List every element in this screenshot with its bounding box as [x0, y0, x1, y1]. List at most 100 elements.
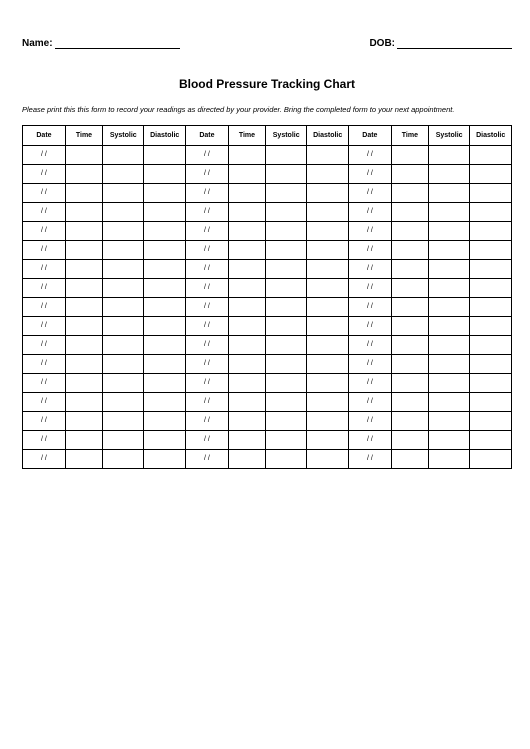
table-cell[interactable] [228, 411, 265, 430]
table-cell[interactable] [470, 449, 512, 468]
table-cell[interactable] [428, 278, 469, 297]
table-cell[interactable] [470, 316, 512, 335]
table-cell[interactable] [470, 240, 512, 259]
table-cell[interactable] [265, 278, 306, 297]
table-cell[interactable] [65, 183, 102, 202]
table-cell[interactable]: / / [23, 354, 66, 373]
table-cell[interactable] [265, 373, 306, 392]
table-cell[interactable] [144, 202, 185, 221]
table-cell[interactable] [265, 259, 306, 278]
table-cell[interactable] [144, 240, 185, 259]
table-cell[interactable] [307, 221, 348, 240]
table-cell[interactable]: / / [348, 335, 391, 354]
table-cell[interactable]: / / [185, 183, 228, 202]
table-cell[interactable]: / / [348, 183, 391, 202]
table-cell[interactable] [391, 202, 428, 221]
table-cell[interactable] [428, 411, 469, 430]
table-cell[interactable] [428, 240, 469, 259]
table-cell[interactable]: / / [348, 373, 391, 392]
table-cell[interactable] [307, 278, 348, 297]
table-cell[interactable]: / / [185, 221, 228, 240]
table-cell[interactable]: / / [185, 316, 228, 335]
table-cell[interactable] [65, 354, 102, 373]
table-cell[interactable] [470, 373, 512, 392]
table-cell[interactable] [428, 316, 469, 335]
table-cell[interactable] [144, 430, 185, 449]
table-cell[interactable] [228, 259, 265, 278]
table-cell[interactable] [391, 449, 428, 468]
table-cell[interactable] [391, 278, 428, 297]
table-cell[interactable] [65, 335, 102, 354]
table-cell[interactable] [265, 145, 306, 164]
table-cell[interactable] [391, 297, 428, 316]
table-cell[interactable]: / / [185, 449, 228, 468]
name-input-line[interactable] [55, 48, 180, 49]
table-cell[interactable]: / / [23, 145, 66, 164]
table-cell[interactable] [65, 259, 102, 278]
table-cell[interactable]: / / [23, 202, 66, 221]
table-cell[interactable] [391, 373, 428, 392]
table-cell[interactable] [307, 392, 348, 411]
table-cell[interactable] [144, 164, 185, 183]
table-cell[interactable]: / / [348, 354, 391, 373]
table-cell[interactable] [428, 354, 469, 373]
table-cell[interactable]: / / [23, 297, 66, 316]
table-cell[interactable]: / / [185, 392, 228, 411]
table-cell[interactable] [103, 202, 144, 221]
table-cell[interactable] [144, 316, 185, 335]
table-cell[interactable] [428, 392, 469, 411]
table-cell[interactable] [470, 202, 512, 221]
table-cell[interactable] [265, 316, 306, 335]
table-cell[interactable]: / / [348, 164, 391, 183]
table-cell[interactable] [470, 297, 512, 316]
table-cell[interactable]: / / [185, 240, 228, 259]
table-cell[interactable] [65, 297, 102, 316]
table-cell[interactable] [103, 392, 144, 411]
table-cell[interactable] [228, 297, 265, 316]
table-cell[interactable]: / / [348, 392, 391, 411]
table-cell[interactable] [391, 145, 428, 164]
table-cell[interactable] [103, 411, 144, 430]
table-cell[interactable]: / / [185, 259, 228, 278]
table-cell[interactable] [470, 335, 512, 354]
table-cell[interactable] [144, 259, 185, 278]
table-cell[interactable] [428, 202, 469, 221]
table-cell[interactable] [228, 354, 265, 373]
table-cell[interactable] [265, 392, 306, 411]
table-cell[interactable] [228, 221, 265, 240]
table-cell[interactable] [228, 392, 265, 411]
table-cell[interactable]: / / [185, 430, 228, 449]
table-cell[interactable] [428, 373, 469, 392]
table-cell[interactable]: / / [23, 316, 66, 335]
table-cell[interactable]: / / [348, 278, 391, 297]
table-cell[interactable] [103, 278, 144, 297]
table-cell[interactable] [307, 202, 348, 221]
table-cell[interactable] [65, 316, 102, 335]
table-cell[interactable] [307, 354, 348, 373]
table-cell[interactable] [144, 297, 185, 316]
table-cell[interactable] [144, 183, 185, 202]
table-cell[interactable] [391, 221, 428, 240]
table-cell[interactable] [65, 221, 102, 240]
table-cell[interactable] [428, 297, 469, 316]
table-cell[interactable] [428, 183, 469, 202]
table-cell[interactable] [470, 259, 512, 278]
table-cell[interactable] [228, 202, 265, 221]
table-cell[interactable] [307, 335, 348, 354]
table-cell[interactable] [470, 164, 512, 183]
table-cell[interactable] [265, 297, 306, 316]
table-cell[interactable] [103, 316, 144, 335]
table-cell[interactable] [103, 449, 144, 468]
table-cell[interactable] [144, 411, 185, 430]
table-cell[interactable]: / / [185, 202, 228, 221]
table-cell[interactable] [103, 373, 144, 392]
table-cell[interactable] [470, 183, 512, 202]
table-cell[interactable] [265, 221, 306, 240]
table-cell[interactable] [470, 430, 512, 449]
table-cell[interactable] [470, 411, 512, 430]
table-cell[interactable] [470, 221, 512, 240]
table-cell[interactable]: / / [348, 145, 391, 164]
table-cell[interactable]: / / [348, 221, 391, 240]
table-cell[interactable] [103, 240, 144, 259]
table-cell[interactable]: / / [185, 373, 228, 392]
